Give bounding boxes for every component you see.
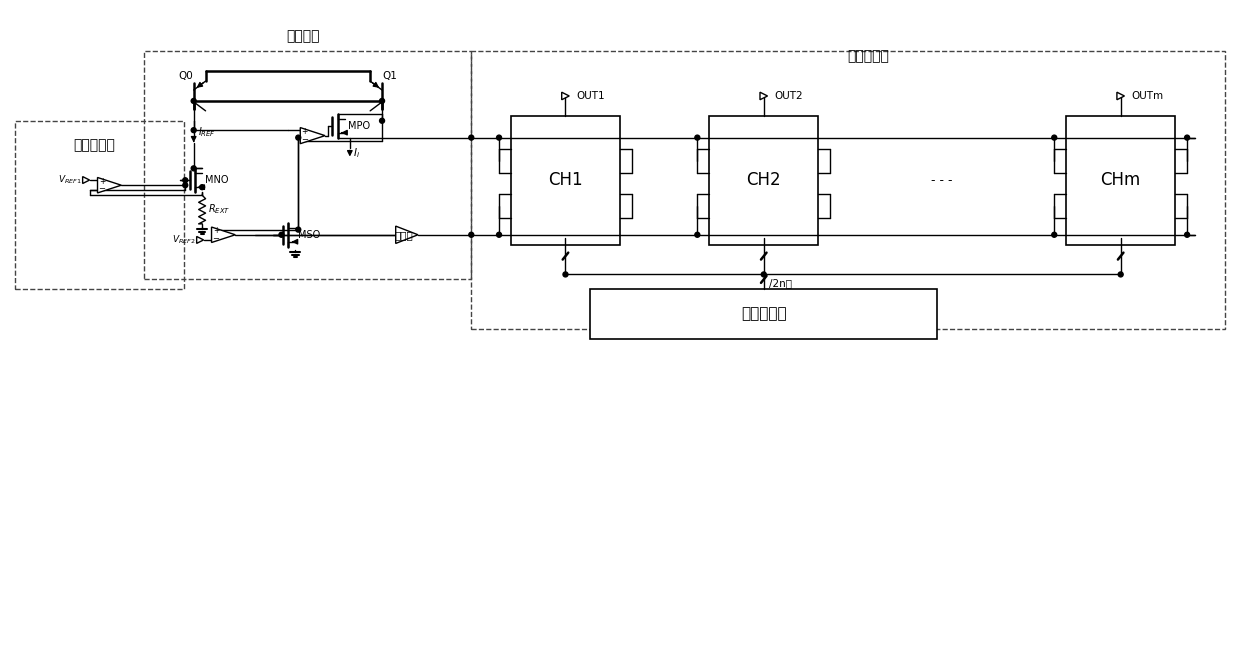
Polygon shape [212,227,236,243]
Circle shape [761,272,766,277]
Text: 基准电流源: 基准电流源 [73,138,115,153]
Text: OUT1: OUT1 [577,91,605,101]
Text: 电流调节: 电流调节 [286,29,320,43]
Text: −: − [212,234,219,243]
Circle shape [1052,135,1056,140]
Circle shape [469,135,474,140]
Polygon shape [83,177,89,184]
Text: Q0: Q0 [179,71,193,81]
Text: OUTm: OUTm [1132,91,1163,101]
Circle shape [200,185,205,190]
Text: CH2: CH2 [746,171,781,190]
Text: /2n位: /2n位 [769,278,791,288]
Circle shape [191,128,196,132]
Circle shape [1184,232,1189,238]
Circle shape [694,135,699,140]
Text: 恒流输出级: 恒流输出级 [847,49,889,64]
Polygon shape [396,226,418,243]
Text: −: − [301,135,309,144]
Text: $I_i$: $I_i$ [353,147,360,160]
Text: 缓冲器: 缓冲器 [394,230,413,239]
Polygon shape [1117,92,1125,100]
Text: −: − [98,184,105,193]
Circle shape [1118,272,1123,277]
Text: MPO: MPO [348,121,370,130]
Polygon shape [562,92,569,100]
Polygon shape [98,177,122,193]
Circle shape [563,272,568,277]
Text: $V_{REF1}$: $V_{REF1}$ [58,174,82,186]
Circle shape [496,135,501,140]
Polygon shape [197,236,203,243]
Text: 电流控制位: 电流控制位 [742,306,786,322]
Text: $V_{REF2}$: $V_{REF2}$ [172,234,196,246]
Text: - - -: - - - [931,174,954,187]
Circle shape [191,166,196,171]
Text: MNO: MNO [205,175,228,185]
Polygon shape [300,128,325,143]
Circle shape [182,183,187,188]
FancyBboxPatch shape [709,116,818,245]
Text: OUT2: OUT2 [775,91,804,101]
Text: $R_{EXT}$: $R_{EXT}$ [208,202,231,216]
FancyBboxPatch shape [1066,116,1176,245]
Circle shape [1052,232,1056,238]
FancyBboxPatch shape [511,116,620,245]
Circle shape [296,135,301,140]
Circle shape [191,99,196,103]
Text: +: + [99,177,105,186]
Circle shape [279,232,284,238]
Circle shape [379,118,384,123]
Text: MSO: MSO [299,230,320,239]
Text: +: + [213,227,219,236]
Circle shape [182,178,187,183]
Text: CH1: CH1 [548,171,583,190]
Circle shape [296,227,301,232]
Circle shape [379,99,384,103]
Circle shape [694,232,699,238]
Text: CHm: CHm [1101,171,1141,190]
Polygon shape [760,92,768,100]
FancyBboxPatch shape [590,289,937,339]
Text: Q1: Q1 [383,71,398,81]
Text: $I_{REF}$: $I_{REF}$ [197,125,216,139]
Circle shape [1184,135,1189,140]
Circle shape [469,232,474,238]
Circle shape [496,232,501,238]
Text: +: + [301,127,308,136]
